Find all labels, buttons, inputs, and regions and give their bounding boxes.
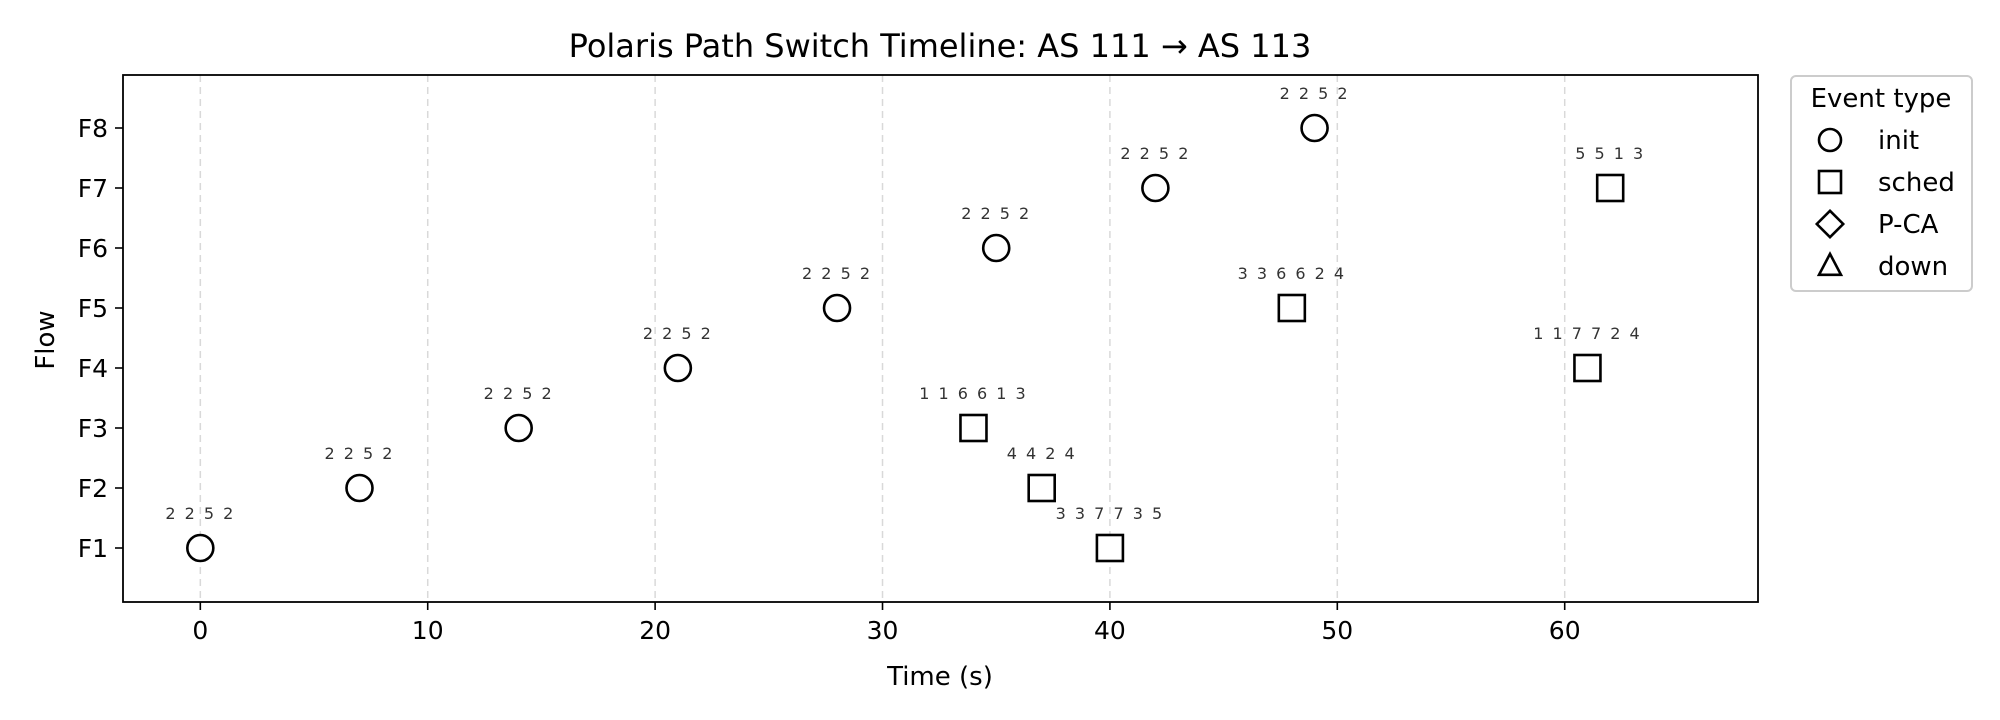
data-point-sched: 1 1 7 7 2 4 xyxy=(1533,324,1642,383)
y-tick-label: F2 xyxy=(78,474,108,503)
data-point-label: 2 2 5 2 xyxy=(484,384,554,403)
legend-label: sched xyxy=(1878,168,1955,198)
data-point-label: 2 2 5 2 xyxy=(325,444,395,463)
data-point-init: 2 2 5 2 xyxy=(484,384,554,443)
data-point-marker xyxy=(1277,293,1307,323)
plot-frame xyxy=(122,74,1759,603)
data-point-init: 2 2 5 2 xyxy=(165,504,235,563)
legend-label: down xyxy=(1878,252,1948,282)
x-tick-label: 60 xyxy=(1549,616,1581,645)
legend-entry: down xyxy=(1816,251,1948,282)
legend-marker-square xyxy=(1817,169,1843,195)
data-point-marker xyxy=(663,353,693,383)
data-point-init: 2 2 5 2 xyxy=(802,264,872,323)
legend-marker-diamond xyxy=(1814,208,1846,240)
y-tick-label: F3 xyxy=(78,414,108,443)
data-point-marker xyxy=(1300,113,1329,143)
y-axis-label: Flow xyxy=(31,310,61,369)
data-points: 2 2 5 2 2 2 5 2 2 2 5 2 2 2 5 2 2 2 5 2 2 2 5… xyxy=(165,84,1645,563)
y-tick-label: F8 xyxy=(78,114,108,143)
data-point-init: 2 2 5 2 xyxy=(961,204,1031,263)
legend: Event type init sched P-CA down xyxy=(1790,75,1973,292)
legend-title: Event type xyxy=(1811,84,1952,114)
data-point-sched: 3 3 7 7 3 5 xyxy=(1056,504,1165,563)
legend-label: init xyxy=(1878,126,1919,156)
legend-entry: init xyxy=(1817,126,1919,156)
data-point-label: 2 2 5 2 xyxy=(802,264,872,283)
grid-lines xyxy=(199,75,1566,602)
data-point-init: 2 2 5 2 xyxy=(1280,84,1350,143)
y-tick-label: F5 xyxy=(78,294,108,323)
data-point-label: 1 1 6 6 1 3 xyxy=(919,384,1028,403)
data-point-init: 2 2 5 2 xyxy=(643,324,713,383)
data-point-marker xyxy=(1595,173,1625,203)
y-tick-label: F6 xyxy=(78,234,108,263)
data-point-label: 2 2 5 2 xyxy=(643,324,713,343)
y-ticks: F1 F2 F3 F4 F5 F6 F7 F8 xyxy=(78,114,123,563)
legend-marker-circle xyxy=(1817,127,1843,153)
legend-marker-triangle xyxy=(1816,251,1844,277)
chart-title: Polaris Path Switch Timeline: AS 111 → A… xyxy=(569,27,1312,65)
data-point-label: 3 3 6 6 2 4 xyxy=(1238,264,1347,283)
x-tick-label: 10 xyxy=(412,616,444,645)
data-point-marker xyxy=(1095,533,1125,563)
y-tick-label: F1 xyxy=(78,534,108,563)
data-point-marker xyxy=(981,233,1011,263)
legend-entries: init sched P-CA down xyxy=(1814,126,1955,282)
data-point-marker xyxy=(345,473,374,503)
legend-entry: P-CA xyxy=(1814,208,1939,240)
x-axis-label: Time (s) xyxy=(886,662,993,692)
x-tick-label: 0 xyxy=(192,616,208,645)
x-tick-label: 20 xyxy=(639,616,671,645)
data-point-label: 5 5 1 3 xyxy=(1575,144,1645,163)
x-tick-label: 50 xyxy=(1321,616,1353,645)
data-point-sched: 4 4 2 4 xyxy=(1007,444,1077,503)
x-ticks: 0 10 20 30 40 50 60 xyxy=(192,602,1581,645)
data-point-label: 3 3 7 7 3 5 xyxy=(1056,504,1165,523)
data-point-marker xyxy=(186,533,215,563)
data-point-marker xyxy=(504,413,533,443)
data-point-marker xyxy=(1573,353,1602,383)
data-point-label: 2 2 5 2 xyxy=(961,204,1031,223)
y-tick-label: F4 xyxy=(78,354,108,383)
data-point-label: 2 2 5 2 xyxy=(165,504,235,523)
data-point-sched: 3 3 6 6 2 4 xyxy=(1238,264,1347,323)
legend-label: P-CA xyxy=(1878,210,1939,240)
data-point-marker xyxy=(1027,473,1056,503)
data-point-label: 4 4 2 4 xyxy=(1007,444,1077,463)
data-point-marker xyxy=(959,413,988,443)
data-point-label: 2 2 5 2 xyxy=(1280,84,1350,103)
y-tick-label: F7 xyxy=(78,174,108,203)
data-point-init: 2 2 5 2 xyxy=(1120,144,1190,203)
data-point-label: 2 2 5 2 xyxy=(1120,144,1190,163)
data-point-init: 2 2 5 2 xyxy=(325,444,395,503)
x-tick-label: 40 xyxy=(1094,616,1126,645)
data-point-marker xyxy=(1141,173,1170,203)
data-point-marker xyxy=(822,293,852,323)
legend-entry: sched xyxy=(1817,168,1955,198)
data-point-sched: 1 1 6 6 1 3 xyxy=(919,384,1028,443)
x-tick-label: 30 xyxy=(867,616,899,645)
data-point-sched: 5 5 1 3 xyxy=(1575,144,1645,203)
data-point-label: 1 1 7 7 2 4 xyxy=(1533,324,1642,343)
